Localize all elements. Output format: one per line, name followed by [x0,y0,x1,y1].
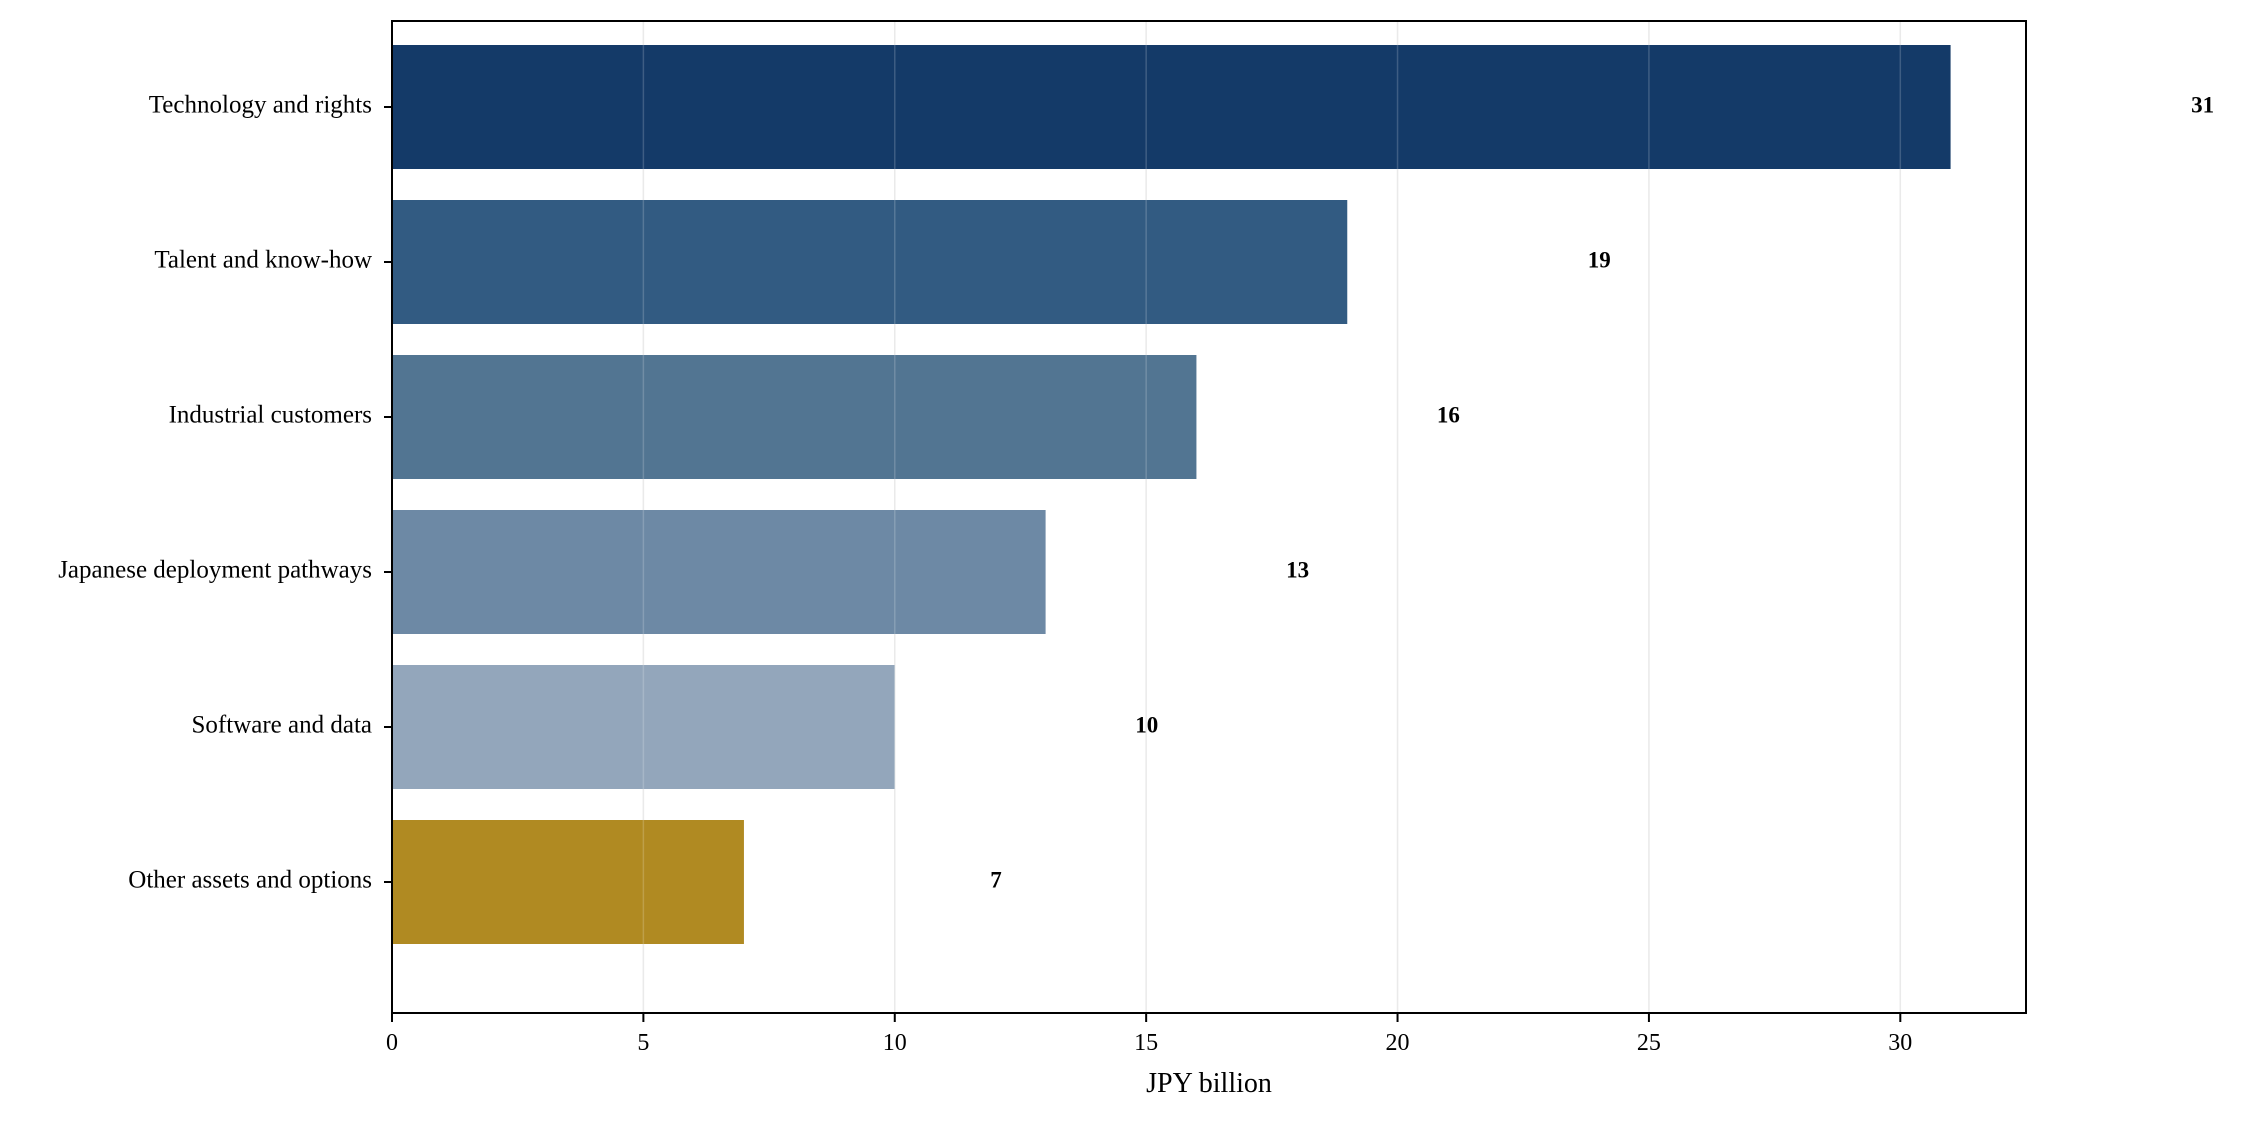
y-tick-label: Japanese deployment pathways [58,557,372,584]
y-tick-label: Talent and know-how [154,247,372,274]
data-label: 31 [2191,92,2214,117]
bar [392,45,1951,169]
y-axis: Technology and rights Talent and know-how… [58,92,392,894]
bars [392,45,1951,944]
x-axis: 0 5 10 15 20 25 30 [386,1013,1912,1056]
y-tick-label: Other assets and options [128,867,372,894]
value-labels: 31 19 16 13 10 7 [990,92,2214,892]
y-tick-label: Software and data [192,712,372,739]
x-tick-label: 0 [386,1030,398,1056]
data-label: 7 [990,867,1002,892]
bar [392,510,1046,634]
x-tick-label: 10 [883,1030,907,1056]
bar [392,820,744,944]
bar [392,200,1348,324]
data-label: 10 [1135,712,1158,737]
x-axis-title: JPY billion [1146,1068,1272,1099]
x-tick-label: 20 [1386,1030,1410,1056]
data-label: 16 [1437,402,1460,427]
data-label: 19 [1588,247,1611,272]
x-tick-label: 5 [637,1030,649,1056]
x-tick-label: 30 [1888,1030,1912,1056]
bar [392,355,1197,479]
x-tick-label: 25 [1637,1030,1661,1056]
y-tick-label: Technology and rights [149,92,372,119]
plot-frame [391,20,2027,1014]
bar [392,665,895,789]
y-tick-label: Industrial customers [169,402,372,429]
data-label: 13 [1286,557,1309,582]
x-tick-label: 15 [1134,1030,1158,1056]
